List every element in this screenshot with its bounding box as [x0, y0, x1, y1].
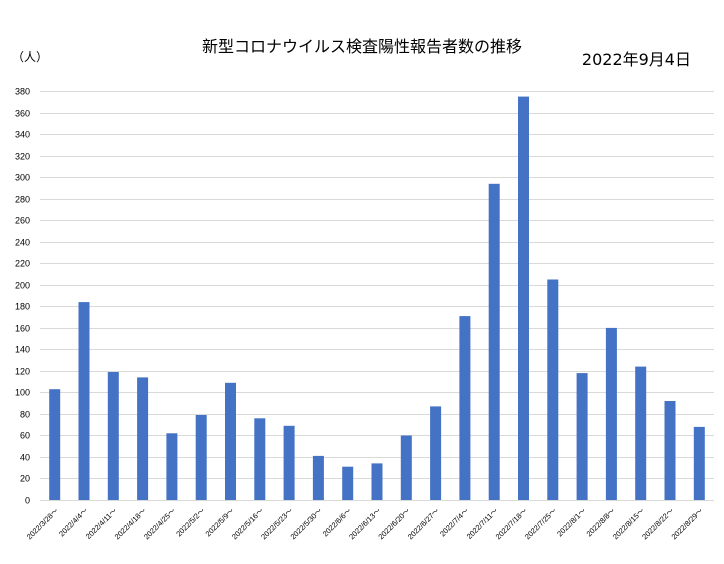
chart-title: 新型コロナウイルス検査陽性報告者数の推移 [201, 37, 522, 56]
bar-2022/8/15～ [635, 366, 647, 500]
bar-2022/4/25～ [166, 433, 178, 500]
y-tick-label: 180 [15, 302, 30, 312]
bar-2022/6/20～ [400, 435, 412, 500]
bar-2022/8/22～ [664, 401, 676, 500]
x-tick-label: 2022/8/29～ [669, 506, 705, 542]
bar-2022/5/2～ [195, 415, 207, 500]
bars [49, 96, 705, 501]
y-tick-label: 100 [15, 388, 30, 398]
bar-2022/4/18～ [137, 377, 149, 500]
bar-2022/5/23～ [283, 425, 295, 500]
bar-2022/4/4～ [78, 302, 90, 500]
y-tick-label: 280 [15, 195, 30, 205]
bar-2022/3/28～ [49, 389, 61, 500]
x-tick-label: 2022/5/2～ [174, 506, 207, 539]
bar-2022/8/29～ [693, 426, 705, 500]
bar-2022/7/25～ [547, 279, 559, 500]
bar-2022/8/1～ [576, 373, 588, 500]
x-tick-label: 2022/5/30～ [289, 506, 325, 542]
y-tick-label: 220 [15, 259, 30, 269]
y-axis-unit-label: （人） [12, 50, 49, 64]
y-tick-label: 20 [20, 474, 30, 484]
y-tick-label: 120 [15, 367, 30, 377]
bar-2022/8/8～ [605, 327, 617, 500]
y-axis-ticks: 0 20 40 60 80 100 120 140 160 180 200 220 240 260 280 3… [15, 87, 30, 506]
y-tick-label: 60 [20, 431, 30, 441]
bar-2022/7/18～ [518, 96, 529, 500]
y-tick-label: 380 [15, 87, 30, 97]
gridlines [40, 91, 714, 501]
y-tick-label: 80 [20, 410, 30, 420]
bar-2022/7/11～ [488, 183, 500, 501]
bar-2022/5/9～ [225, 382, 236, 500]
y-tick-label: 40 [20, 453, 30, 463]
report-date: 2022年9月4日 [581, 50, 691, 69]
bar-2022/7/4～ [459, 316, 471, 500]
x-axis-ticks: 2022/3/28～2022/4/4～2022/4/11～2022/4/18～2… [25, 506, 705, 542]
bar-2022/5/16～ [254, 418, 266, 500]
y-tick-label: 240 [15, 238, 30, 248]
bar-2022/4/11～ [107, 372, 119, 500]
bar-2022/6/6～ [342, 466, 354, 500]
y-tick-label: 200 [15, 281, 30, 291]
y-tick-label: 360 [15, 109, 30, 119]
y-tick-label: 0 [25, 496, 30, 506]
y-tick-label: 260 [15, 216, 30, 226]
y-tick-label: 300 [15, 173, 30, 183]
x-tick-label: 2022/4/25～ [142, 506, 178, 542]
y-tick-label: 320 [15, 152, 30, 162]
x-tick-label: 2022/7/25～ [523, 506, 559, 542]
bar-2022/6/27～ [430, 406, 442, 500]
y-tick-label: 340 [15, 130, 30, 140]
y-tick-label: 140 [15, 345, 30, 355]
x-tick-label: 2022/6/27～ [406, 506, 442, 542]
x-tick-label: 2022/8/1～ [555, 506, 588, 539]
x-tick-label: 2022/3/28～ [25, 506, 61, 542]
bar-2022/5/30～ [312, 455, 324, 500]
bar-2022/6/13～ [371, 463, 383, 500]
y-tick-label: 160 [15, 324, 30, 334]
